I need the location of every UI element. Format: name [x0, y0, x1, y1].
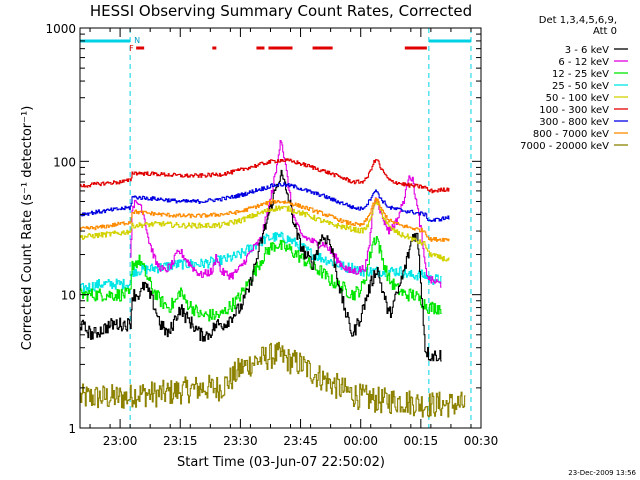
- legend-label-7: 800 - 7000 keV: [533, 129, 609, 140]
- footer-date: 23-Dec-2009 13:56: [568, 469, 636, 477]
- x-tick-label-3: 23:45: [283, 434, 318, 448]
- x-tick-label-1: 23:15: [163, 434, 198, 448]
- y-tick-label-1: 10: [61, 289, 76, 303]
- x-tick-label-6: 00:30: [464, 434, 499, 448]
- series-5-line: [80, 158, 450, 194]
- flare-bar-5: [404, 46, 427, 50]
- legend-header-0: Det 1,3,4,5,6,9,: [539, 15, 617, 26]
- x-tick-label-4: 00:00: [343, 434, 378, 448]
- night-bar-0: [80, 39, 131, 43]
- y-tick-label-2: 100: [53, 155, 76, 169]
- flare-bar-0: [136, 46, 145, 50]
- legend-label-2: 12 - 25 keV: [552, 69, 609, 80]
- legend-label-5: 100 - 300 keV: [539, 105, 609, 116]
- flare-label: F: [129, 44, 134, 53]
- plot-frame: [79, 27, 482, 429]
- y-axis-label: Corrected Count Rate (s⁻¹ detector⁻¹): [20, 106, 35, 351]
- night-label: N: [134, 36, 140, 45]
- series-1-line: [130, 140, 442, 288]
- flare-bar-2: [256, 46, 265, 50]
- legend-label-4: 50 - 100 keV: [546, 93, 610, 104]
- series-2-line: [80, 236, 442, 322]
- x-tick-label-5: 00:15: [404, 434, 439, 448]
- axes: 23:00 23:15 23:30 23:45 00:00 00:15 00:30 1 10 10…: [45, 22, 498, 448]
- series-7-line: [80, 198, 450, 242]
- night-bar-1: [428, 39, 471, 43]
- legend-label-8: 7000 - 20000 keV: [520, 141, 609, 152]
- x-axis-label: Start Time (03-Jun-07 22:50:02): [177, 455, 385, 470]
- series-3-line: [80, 231, 442, 293]
- observing-bars: NF: [80, 36, 471, 53]
- series-6-line: [80, 182, 450, 222]
- legend-label-3: 25 - 50 keV: [552, 81, 609, 92]
- legend-label-0: 3 - 6 keV: [565, 45, 609, 56]
- x-tick-label-2: 23:30: [223, 434, 258, 448]
- series-layer: [80, 140, 466, 418]
- series-4-line: [80, 200, 450, 262]
- chart-title: HESSI Observing Summary Count Rates, Cor…: [90, 2, 472, 20]
- legend-label-6: 300 - 800 keV: [539, 117, 609, 128]
- flare-bar-1: [212, 46, 217, 50]
- series-8-line: [80, 341, 466, 418]
- legend-header-1: Att 0: [593, 26, 617, 37]
- series-0-line: [80, 169, 442, 362]
- y-tick-label-0: 1: [68, 422, 76, 436]
- x-tick-label-0: 23:00: [103, 434, 138, 448]
- legend-label-1: 6 - 12 keV: [558, 57, 609, 68]
- flare-bar-4: [312, 46, 333, 50]
- flare-bar-3: [268, 46, 293, 50]
- y-tick-label-3: 1000: [45, 22, 76, 36]
